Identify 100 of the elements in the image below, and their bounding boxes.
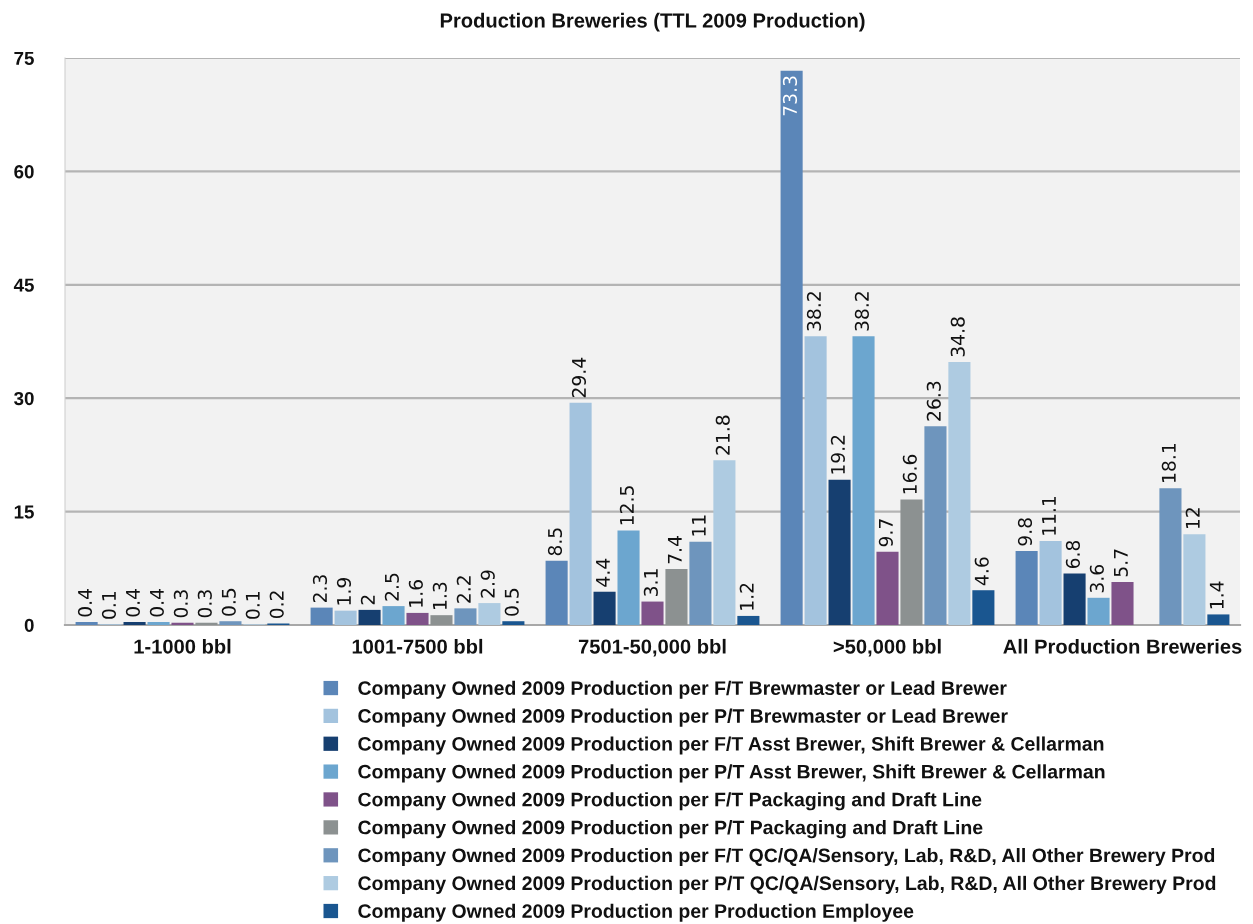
bar <box>1111 581 1134 625</box>
y-tick-label: 15 <box>14 505 34 519</box>
data-label: 4.6 <box>974 557 989 586</box>
legend-label: Company Owned 2009 Production per P/T Packaging and Draft Line <box>358 820 983 839</box>
bar <box>1207 614 1230 625</box>
y-tick-label: 75 <box>14 51 34 65</box>
data-label: 9.8 <box>1017 518 1033 546</box>
bar <box>852 336 875 625</box>
data-label: 0.5 <box>504 588 519 616</box>
data-label: 38.2 <box>854 292 869 331</box>
bar <box>454 608 477 625</box>
data-label: 19.2 <box>830 435 845 474</box>
data-label: 1.3 <box>432 582 447 609</box>
x-tick-label: All Production Breweries <box>1003 638 1242 654</box>
legend-label: Company Owned 2009 Production per Production Employee <box>358 903 914 922</box>
y-tick-label: 60 <box>14 165 34 179</box>
data-label: 0.1 <box>101 591 117 619</box>
data-label: 38.2 <box>806 292 822 331</box>
data-label: 21.8 <box>715 415 730 455</box>
data-label: 6.8 <box>1065 540 1080 569</box>
bar <box>195 622 218 625</box>
data-label: 4.4 <box>596 558 610 587</box>
data-label: 3.6 <box>1089 564 1104 593</box>
bar <box>689 541 712 625</box>
bar <box>310 607 333 625</box>
bar <box>171 622 194 625</box>
data-label: 18.1 <box>1161 443 1176 482</box>
legend-label: Company Owned 2009 Production per F/T Asst Brewer, Shift Brewer & Cellarman <box>358 736 1104 755</box>
bar <box>502 621 525 625</box>
bar <box>641 601 664 625</box>
data-label: 0.4 <box>125 589 140 617</box>
data-label: 73.3 <box>782 76 798 116</box>
data-label: 34.8 <box>950 317 965 357</box>
data-label: 12 <box>1185 508 1200 529</box>
data-label: 1.2 <box>739 583 754 610</box>
data-label: 7.4 <box>667 536 682 564</box>
bar <box>737 615 760 625</box>
data-label: 0.4 <box>77 589 93 617</box>
bar <box>569 402 592 625</box>
data-label: 0.3 <box>197 590 212 618</box>
data-label: 2.5 <box>384 573 399 601</box>
data-label: 26.3 <box>926 381 941 421</box>
bar <box>382 606 405 625</box>
data-label: 0.2 <box>269 591 284 619</box>
data-label: 16.6 <box>902 454 917 494</box>
bar <box>1063 573 1086 625</box>
bar <box>147 621 170 625</box>
bar <box>545 560 568 625</box>
bar <box>334 610 357 625</box>
bar <box>1087 597 1110 625</box>
legend-label: Company Owned 2009 Production per F/T QC/QA/Sensory, Lab, R&D, All Other Brewery Prod <box>358 848 1215 867</box>
x-tick-label: 1-1000 bbl <box>134 638 231 654</box>
bar <box>1159 488 1182 625</box>
data-label: 12.5 <box>619 486 634 525</box>
x-tick-label: 7501-50,000 bbl <box>578 638 726 657</box>
legend-label: Company Owned 2009 Production per F/T Packaging and Draft Line <box>358 792 982 811</box>
bar <box>665 569 688 625</box>
data-label: 29.4 <box>571 357 587 398</box>
data-label: 1.6 <box>408 580 423 607</box>
data-label: 9.7 <box>878 519 893 547</box>
x-tick-label: >50,000 bbl <box>833 638 941 657</box>
bar <box>828 479 851 625</box>
data-label: 0.1 <box>245 591 260 619</box>
bar <box>75 621 98 625</box>
bar <box>948 361 971 625</box>
bar <box>900 499 923 625</box>
chart-title: Production Breweries (TTL 2009 Production) <box>440 12 865 32</box>
y-tick-label: 0 <box>24 618 34 632</box>
bar <box>924 426 947 625</box>
bar <box>478 603 501 625</box>
bar <box>804 336 827 625</box>
bar <box>219 621 242 625</box>
legend-label: Company Owned 2009 Production per P/T QC/QA/Sensory, Lab, R&D, All Other Brewery Prod <box>358 875 1216 894</box>
x-tick-label: 1001-7500 bbl <box>352 638 483 654</box>
bar <box>1183 534 1206 625</box>
data-label: 2.3 <box>312 575 328 603</box>
y-tick-label: 30 <box>14 391 34 406</box>
data-label: 2.9 <box>480 570 495 598</box>
bar <box>780 70 803 625</box>
data-label: 2.2 <box>456 576 471 603</box>
data-label: 8.5 <box>547 528 563 556</box>
bar <box>430 615 453 625</box>
bar <box>972 590 995 625</box>
data-label: 0.4 <box>149 589 164 617</box>
bar <box>123 621 146 625</box>
bar <box>593 591 616 625</box>
bar <box>876 551 899 625</box>
y-tick-label: 45 <box>13 278 34 292</box>
data-label: 11 <box>691 515 706 536</box>
bar <box>1039 541 1062 625</box>
data-label: 11.1 <box>1042 496 1056 535</box>
data-label: 1.4 <box>1209 581 1224 609</box>
data-label: 5.7 <box>1114 549 1128 577</box>
legend-label: Company Owned 2009 Production per P/T Asst Brewer, Shift Brewer & Cellarman <box>358 764 1105 783</box>
bar <box>358 609 381 625</box>
data-label: 0.3 <box>173 590 188 618</box>
bar <box>1015 550 1038 625</box>
bar <box>406 612 429 625</box>
data-label: 0.5 <box>221 588 236 616</box>
data-label: 3.1 <box>643 569 658 596</box>
